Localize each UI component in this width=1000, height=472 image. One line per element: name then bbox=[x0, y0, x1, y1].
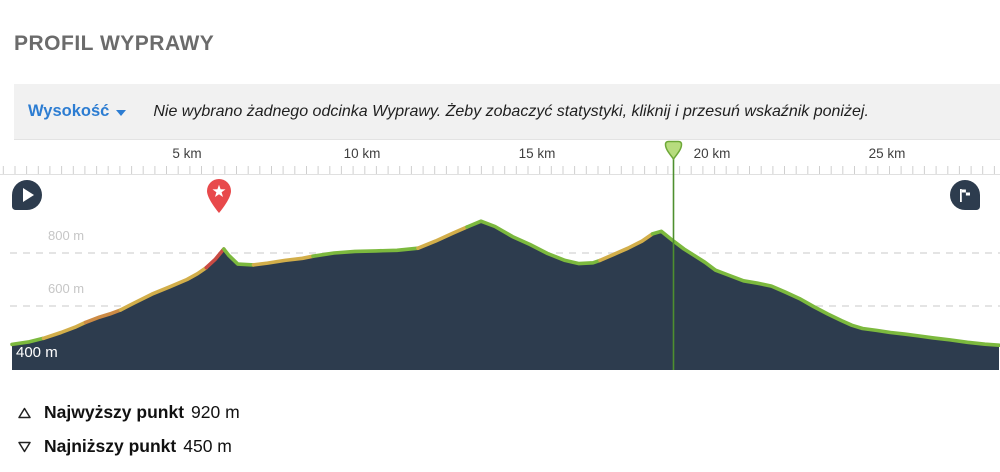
play-icon bbox=[23, 188, 34, 202]
lowest-point-label: Najniższy punkt bbox=[44, 436, 177, 456]
instruction-message: Nie wybrano żadnego odcinka Wyprawy. Żeb… bbox=[153, 102, 869, 120]
route-finish-button[interactable] bbox=[950, 180, 980, 210]
slope-segment-green bbox=[10, 336, 46, 347]
slope-segment-green bbox=[650, 229, 1000, 347]
elevation-plot-svg[interactable] bbox=[0, 140, 1000, 372]
caret-down-icon bbox=[116, 109, 127, 116]
finish-flag-icon bbox=[959, 188, 970, 202]
waypoint-pin-icon[interactable] bbox=[204, 178, 234, 214]
y-axis-label-600: 600 m bbox=[48, 281, 85, 296]
triangle-up-icon bbox=[18, 407, 31, 418]
metric-dropdown-label: Wysokość bbox=[28, 102, 110, 120]
slope-segment-red bbox=[204, 247, 226, 270]
triangle-down-icon bbox=[18, 441, 31, 452]
x-tick-label: 25 km bbox=[868, 146, 906, 161]
y-axis-label-400: 400 m bbox=[16, 344, 58, 361]
x-tick-label: 10 km bbox=[343, 146, 381, 161]
slope-segment-green bbox=[311, 246, 420, 258]
slope-segment-yellow bbox=[251, 254, 315, 267]
lowest-point-value: 450 m bbox=[183, 436, 232, 456]
slope-segment-yellow bbox=[118, 265, 209, 312]
slope-segment-green bbox=[465, 219, 602, 266]
elevation-chart[interactable]: 5 km 10 km 15 km 20 km 25 km 800 m 600 m 400… bbox=[0, 140, 1000, 372]
x-tick-label: 15 km bbox=[518, 146, 556, 161]
highest-point-value: 920 m bbox=[191, 402, 240, 422]
slope-segment-green bbox=[222, 247, 256, 267]
slope-segment-yellow bbox=[416, 225, 469, 250]
x-tick-label: 5 km bbox=[172, 146, 202, 161]
y-axis-label-800: 800 m bbox=[48, 228, 85, 243]
route-start-button[interactable] bbox=[12, 180, 42, 210]
x-tick-label: 20 km bbox=[693, 146, 731, 161]
slope-segment-orange bbox=[83, 308, 123, 325]
slope-segment-yellow bbox=[598, 232, 655, 263]
cursor-handle-icon[interactable] bbox=[664, 140, 683, 161]
profile-stats: Najwyższy punkt 920 m Najniższy punkt 45… bbox=[18, 402, 240, 457]
highest-point-row: Najwyższy punkt 920 m bbox=[18, 402, 240, 423]
page-title: PROFIL WYPRAWY bbox=[14, 32, 215, 55]
slope-segment-yellow bbox=[41, 320, 88, 341]
metric-dropdown[interactable]: Wysokość bbox=[28, 102, 127, 121]
highest-point-label: Najwyższy punkt bbox=[44, 402, 185, 422]
lowest-point-row: Najniższy punkt 450 m bbox=[18, 436, 240, 457]
profile-toolbar: Wysokość Nie wybrano żadnego odcinka Wyp… bbox=[14, 84, 1000, 140]
